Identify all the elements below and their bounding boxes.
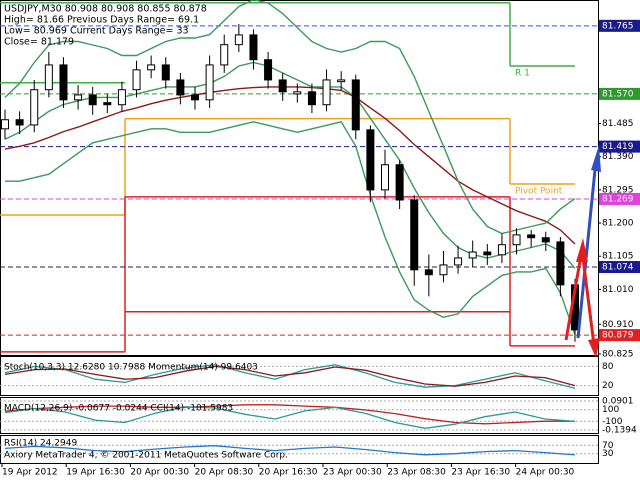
level-box bbox=[599, 19, 640, 32]
candle-body bbox=[497, 244, 506, 256]
candle-body bbox=[337, 79, 346, 83]
y-tick-label: 81.105 bbox=[602, 252, 634, 262]
indicator-line bbox=[4, 86, 576, 245]
y-tick-label: 80 bbox=[602, 362, 614, 372]
candle-body bbox=[439, 264, 448, 276]
x-tick-label: 19 Apr 16:30 bbox=[66, 468, 125, 478]
panel-frames bbox=[0, 0, 599, 464]
candle-body bbox=[234, 34, 243, 46]
panel-title: Stoch(10,3,3) 12.6280 10.7988 Momentum(1… bbox=[4, 363, 258, 373]
candle-body bbox=[293, 91, 302, 95]
indicator-line bbox=[4, 404, 575, 425]
y-tick-label: 100 bbox=[602, 405, 619, 415]
candle-body bbox=[15, 119, 24, 126]
level-box bbox=[599, 192, 640, 205]
header-line: Low= 80.969 Current Days Range= 33 bbox=[4, 26, 189, 37]
x-tick-label: 20 Apr 16:30 bbox=[259, 468, 318, 478]
y-tick-label: 80.825 bbox=[602, 349, 634, 359]
candle-body bbox=[454, 257, 463, 266]
candle-body bbox=[381, 164, 389, 191]
level-box bbox=[599, 261, 640, 274]
candle-body bbox=[541, 237, 550, 243]
header-line: Close= 81.179 bbox=[4, 37, 74, 48]
candle-body bbox=[117, 89, 126, 106]
y-tick-label: 81.295 bbox=[602, 185, 634, 195]
indicator-line bbox=[4, 61, 576, 269]
indicator-line bbox=[4, 445, 576, 456]
x-tick-label: 24 Apr 00:30 bbox=[516, 468, 575, 478]
indicator-line bbox=[4, 365, 576, 387]
panel-title: MACD(12,26,9) -0.0677 -0.0244 CCI(14) -1… bbox=[4, 404, 233, 414]
candle-body bbox=[147, 64, 156, 71]
candle-body bbox=[410, 199, 419, 271]
candle-body bbox=[527, 234, 536, 239]
candle-body bbox=[59, 64, 68, 101]
level-label: 81.074 bbox=[602, 263, 634, 273]
candle-body bbox=[278, 79, 287, 93]
candle-body bbox=[249, 34, 258, 61]
y-tick-label: 81.200 bbox=[602, 219, 634, 229]
level-box bbox=[599, 87, 640, 100]
level-label: 81.269 bbox=[602, 194, 634, 204]
candle-body bbox=[103, 102, 112, 106]
y-tick-label: 0.0901 bbox=[602, 397, 634, 407]
candle-body bbox=[1, 119, 9, 130]
pivot-label: R 1 bbox=[515, 68, 530, 78]
x-tick-label: 23 Apr 08:30 bbox=[387, 468, 446, 478]
candle-body bbox=[307, 91, 316, 106]
arrows bbox=[564, 145, 601, 358]
level-label: 81.419 bbox=[602, 142, 634, 152]
y-tick-label: 20 bbox=[602, 381, 614, 391]
candle-body bbox=[351, 79, 360, 131]
level-box bbox=[599, 329, 640, 342]
candle-body bbox=[395, 164, 404, 201]
y-tick-label: 81.390 bbox=[602, 152, 634, 162]
y-tick-label: 80.910 bbox=[602, 320, 634, 330]
x-tick-label: 20 Apr 08:30 bbox=[195, 468, 254, 478]
y-tick-label: -100 bbox=[602, 417, 623, 427]
candle-body bbox=[322, 79, 331, 106]
x-tick-label: 20 Apr 00:30 bbox=[130, 468, 189, 478]
footer: Axiory MetaTrader 4, © 2001-2011 MetaQuo… bbox=[4, 451, 288, 461]
candle-body bbox=[264, 59, 273, 81]
y-tick-label: 30 bbox=[602, 449, 614, 459]
x-tick-label: 23 Apr 16:30 bbox=[451, 468, 510, 478]
level-label: 81.570 bbox=[602, 89, 634, 99]
indicator-line bbox=[5, 120, 576, 336]
indicator-line bbox=[4, 406, 576, 429]
candle-body bbox=[44, 64, 53, 91]
pivot-label: Pivot Point bbox=[515, 186, 563, 196]
candle-body bbox=[74, 94, 83, 101]
panel-title: RSI(14) 24.2949 bbox=[4, 439, 77, 449]
level-box bbox=[599, 140, 640, 153]
indicator-line bbox=[4, 0, 576, 235]
candle-body bbox=[220, 44, 229, 66]
x-tick-label: 19 Apr 2012 bbox=[2, 468, 58, 478]
candle-body bbox=[424, 269, 433, 276]
y-tick-label: 70 bbox=[602, 441, 614, 451]
candle-body bbox=[132, 69, 141, 91]
level-label: 80.879 bbox=[602, 331, 634, 341]
y-tick-label: 81.485 bbox=[602, 119, 634, 129]
header-line: USDJPY,M30 80.908 80.908 80.855 80.878 bbox=[4, 4, 207, 15]
header-line: High= 81.66 Previous Days Range= 69.1 bbox=[4, 15, 199, 26]
candle-body bbox=[468, 251, 477, 259]
candle-body bbox=[88, 94, 97, 106]
candle-body bbox=[512, 234, 521, 246]
candle-body bbox=[556, 241, 565, 286]
x-tick-label: 23 Apr 00:30 bbox=[323, 468, 382, 478]
candle-body bbox=[366, 129, 375, 191]
candle-body bbox=[176, 79, 185, 96]
y-tick-label: 81.010 bbox=[602, 285, 634, 295]
y-tick-label: -0.1394 bbox=[602, 426, 637, 436]
level-label: 81.765 bbox=[602, 21, 634, 31]
candle-body bbox=[30, 89, 39, 126]
candle-body bbox=[191, 94, 199, 101]
candle-body bbox=[205, 64, 214, 101]
candle-body bbox=[483, 251, 492, 256]
candle-body bbox=[161, 64, 170, 81]
